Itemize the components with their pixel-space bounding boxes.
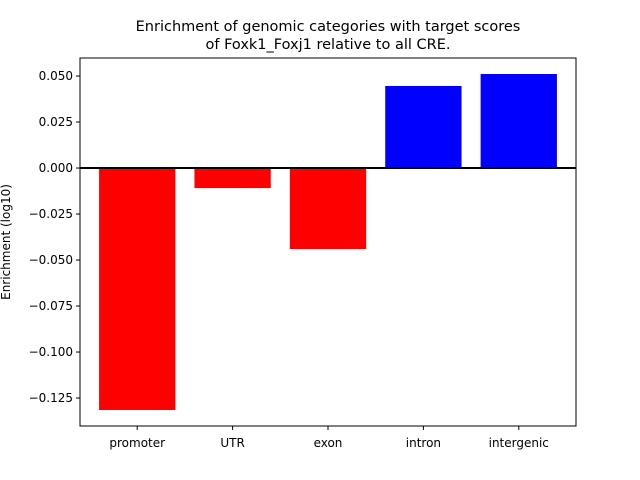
- x-tick-label: exon: [314, 436, 343, 450]
- x-tick-label: intergenic: [489, 436, 549, 450]
- x-tick-label: UTR: [220, 436, 244, 450]
- y-tick-label: −0.125: [29, 391, 73, 405]
- y-tick-label: −0.075: [29, 299, 73, 313]
- bar: [99, 168, 176, 410]
- y-tick-label: 0.025: [39, 115, 73, 129]
- y-tick-label: 0.000: [39, 161, 73, 175]
- bar: [480, 74, 557, 169]
- bar: [289, 168, 367, 249]
- y-axis-label: Enrichment (log10): [0, 184, 13, 300]
- x-tick-label: promoter: [109, 436, 165, 450]
- chart-title: Enrichment of genomic categories with ta…: [136, 19, 521, 35]
- y-tick-label: −0.100: [29, 345, 73, 359]
- y-tick-label: 0.050: [39, 69, 73, 83]
- y-tick-label: −0.050: [29, 253, 73, 267]
- plot-frame: [79, 57, 577, 427]
- x-tick-label: intron: [406, 436, 441, 450]
- y-tick-label: −0.025: [29, 207, 73, 221]
- chart-title: of Foxk1_Foxj1 relative to all CRE.: [206, 37, 451, 53]
- bar: [385, 85, 462, 169]
- bar: [194, 168, 271, 189]
